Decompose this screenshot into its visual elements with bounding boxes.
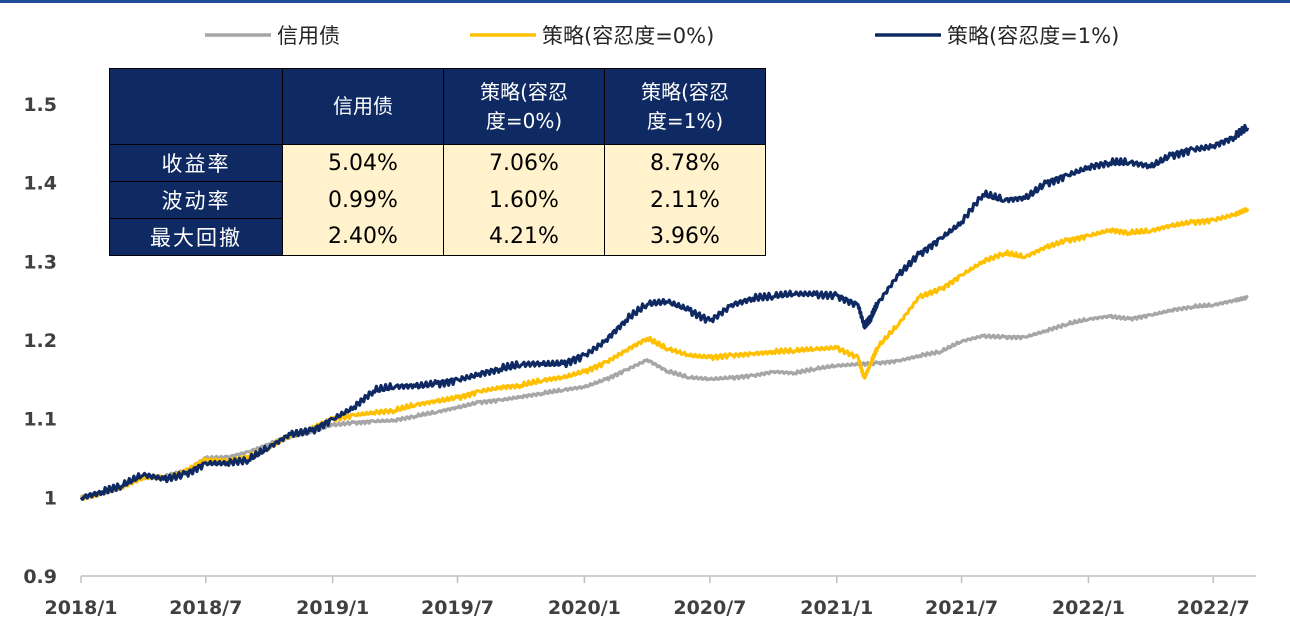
cell-volatility-credit: 0.99% bbox=[282, 181, 444, 219]
cell-volatility-strategy-1: 2.11% bbox=[604, 181, 766, 219]
series-line-2 bbox=[79, 123, 1250, 501]
y-axis: 0.9 1 1.1 1.2 1.3 1.4 1.5 bbox=[23, 94, 57, 588]
x-tick-label: 2021/7 bbox=[925, 597, 998, 619]
stats-row-max-drawdown: 最大回撤 2.40% 4.21% 3.96% bbox=[109, 218, 766, 256]
y-tick-label: 0.9 bbox=[23, 566, 57, 588]
y-tick-label: 1.1 bbox=[23, 409, 57, 431]
header-credit-text: 信用债 bbox=[333, 94, 393, 118]
x-tick-label: 2019/1 bbox=[296, 597, 369, 619]
x-tick-label: 2022/7 bbox=[1177, 597, 1250, 619]
x-tick-label: 2022/1 bbox=[1052, 597, 1125, 619]
x-tick-label: 2020/1 bbox=[548, 597, 621, 619]
row-label-volatility: 波动率 bbox=[109, 181, 283, 219]
stats-table-corner-cell bbox=[109, 68, 283, 145]
header-strategy-0-line1: 策略(容忍 bbox=[480, 79, 568, 104]
x-tick-label: 2020/7 bbox=[673, 597, 746, 619]
cell-return-strategy-1: 8.78% bbox=[604, 144, 766, 182]
series-layer bbox=[79, 123, 1250, 501]
y-tick-label: 1.2 bbox=[23, 330, 57, 352]
x-tick-label: 2019/7 bbox=[421, 597, 494, 619]
row-label-return: 收益率 bbox=[109, 144, 283, 182]
stats-table-header-strategy-1: 策略(容忍度=1%) bbox=[604, 68, 766, 145]
x-tick-label: 2018/7 bbox=[169, 597, 242, 619]
stats-table-header-strategy-0: 策略(容忍度=0%) bbox=[443, 68, 605, 145]
top-accent-rule bbox=[0, 0, 1290, 3]
cell-drawdown-strategy-0: 4.21% bbox=[443, 218, 605, 256]
header-strategy-0-line2: 度=0%) bbox=[485, 108, 563, 133]
stats-table-header-row: 信用债 策略(容忍度=0%) 策略(容忍度=1%) bbox=[109, 68, 766, 145]
y-tick-label: 1 bbox=[44, 487, 57, 509]
row-label-max-drawdown: 最大回撤 bbox=[109, 218, 283, 256]
cell-volatility-strategy-0: 1.60% bbox=[443, 181, 605, 219]
stats-table: 信用债 策略(容忍度=0%) 策略(容忍度=1%) 收益率 5.04% 7.06… bbox=[109, 68, 766, 256]
stats-row-volatility: 波动率 0.99% 1.60% 2.11% bbox=[109, 181, 766, 219]
stats-row-return: 收益率 5.04% 7.06% 8.78% bbox=[109, 144, 766, 182]
x-tick-label: 2021/1 bbox=[800, 597, 873, 619]
cell-return-credit: 5.04% bbox=[282, 144, 444, 182]
y-tick-label: 1.3 bbox=[23, 251, 57, 273]
series-line-0 bbox=[79, 294, 1249, 500]
cell-drawdown-credit: 2.40% bbox=[282, 218, 444, 256]
header-strategy-1-line1: 策略(容忍 bbox=[641, 79, 729, 104]
legend: 信用债 策略(容忍度=0%) 策略(容忍度=1%) bbox=[205, 24, 1119, 48]
x-tick-label: 2018/1 bbox=[44, 597, 117, 619]
stats-table-header-credit: 信用债 bbox=[282, 68, 444, 145]
cell-return-strategy-0: 7.06% bbox=[443, 144, 605, 182]
y-tick-label: 1.4 bbox=[23, 173, 57, 195]
header-strategy-1-line2: 度=1%) bbox=[646, 108, 724, 133]
legend-label: 信用债 bbox=[277, 24, 340, 48]
legend-label: 策略(容忍度=1%) bbox=[947, 24, 1119, 48]
x-axis: 2018/1 2018/7 2019/1 2019/7 2020/1 2020/7 2021… bbox=[44, 575, 1256, 619]
y-tick-label: 1.5 bbox=[23, 94, 57, 116]
legend-label: 策略(容忍度=0%) bbox=[542, 24, 714, 48]
cell-drawdown-strategy-1: 3.96% bbox=[604, 218, 766, 256]
